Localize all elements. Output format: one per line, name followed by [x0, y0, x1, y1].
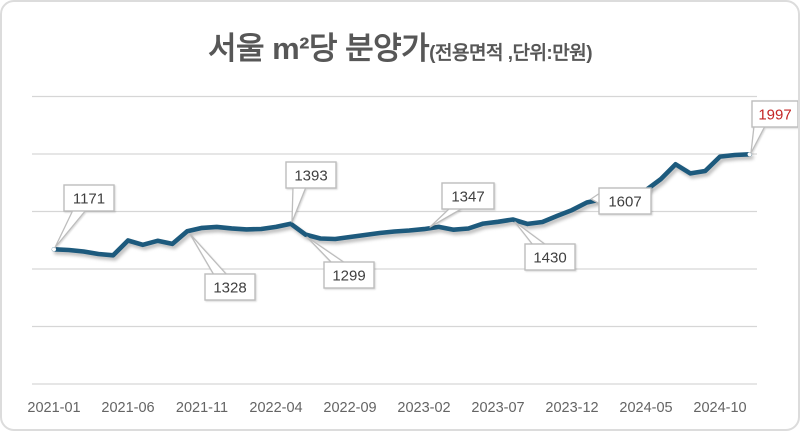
chart-title-unit: (전용면적 ,단위:만원) — [429, 43, 593, 64]
x-tick-label-2024-10: 2024-10 — [693, 400, 746, 416]
x-tick-label-2022-04: 2022-04 — [249, 400, 302, 416]
callout-box — [441, 182, 495, 210]
x-tick-label-2023-07: 2023-07 — [471, 400, 524, 416]
callout-2024-12: 1997 — [750, 100, 798, 154]
x-tick-label-2021-06: 2021-06 — [101, 400, 154, 416]
callout-2024-02: 1607 — [590, 187, 652, 215]
callout-2021-01: 1171 — [54, 184, 115, 249]
callout-box — [63, 184, 115, 212]
callout-box — [285, 161, 337, 189]
chart-title-main: 서울 m²당 분양가 — [207, 31, 430, 66]
callout-value-2023-02: 1347 — [451, 189, 484, 206]
callout-2022-05: 1393 — [285, 161, 337, 223]
callout-value-2023-08: 1430 — [533, 250, 566, 267]
callout-leader — [291, 186, 307, 223]
first-point-marker — [51, 247, 57, 252]
x-tick-label-2021-11: 2021-11 — [176, 400, 228, 416]
callout-leader — [750, 125, 766, 154]
x-tick-label-2023-12: 2023-12 — [545, 400, 598, 416]
callout-value-2021-10: 1328 — [213, 280, 246, 297]
x-tick-label-2024-05: 2024-05 — [619, 400, 672, 416]
callout-2021-10: 1328 — [189, 233, 256, 301]
callout-value-2022-06: 1299 — [332, 268, 365, 285]
callout-box — [204, 273, 256, 301]
callout-value-2024-02: 1607 — [608, 194, 641, 211]
callout-box — [751, 100, 798, 128]
chart-title: 서울 m²당 분양가 (전용면적 ,단위:만원) — [2, 23, 798, 68]
callout-value-2024-12: 1997 — [758, 107, 791, 124]
callout-2023-02: 1347 — [429, 182, 495, 228]
callout-box — [323, 261, 375, 289]
x-tick-label-2021-01: 2021-01 — [27, 400, 80, 416]
callout-value-2022-05: 1393 — [294, 168, 327, 185]
callout-2022-06: 1299 — [306, 236, 375, 289]
callout-value-2021-01: 1171 — [73, 191, 105, 208]
x-tick-label-2023-02: 2023-02 — [397, 400, 450, 416]
callout-box — [524, 243, 576, 271]
callout-box — [598, 187, 652, 215]
callout-leader — [54, 209, 87, 249]
callout-2023-08: 1430 — [514, 221, 576, 271]
x-tick-label-2022-09: 2022-09 — [323, 400, 376, 416]
